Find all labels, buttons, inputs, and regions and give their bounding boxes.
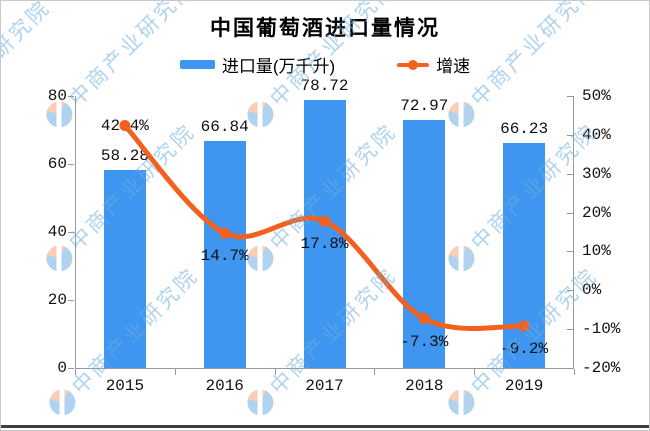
x-axis-tick bbox=[474, 369, 476, 375]
bar-value-label: 66.23 bbox=[500, 119, 549, 138]
bar-value-label: 78.72 bbox=[300, 77, 349, 96]
y-axis-left-line bbox=[75, 96, 76, 369]
y-axis-left-tick bbox=[68, 96, 74, 97]
y-axis-right-tick-label: 10% bbox=[582, 242, 611, 261]
y-axis-left-tick-label: 80 bbox=[47, 87, 67, 105]
y-axis-right-tick-label: 30% bbox=[582, 164, 611, 183]
legend-label-import-volume: 进口量(万千升) bbox=[221, 57, 336, 76]
x-axis-category-label: 2019 bbox=[504, 377, 544, 395]
brand-logo-icon bbox=[443, 384, 480, 421]
bar-2016 bbox=[203, 140, 246, 368]
y-axis-left-tick bbox=[68, 164, 74, 165]
y-axis-left-tick bbox=[68, 300, 74, 301]
x-axis-category-label: 2017 bbox=[305, 377, 344, 395]
y-axis-right-tick-label: 50% bbox=[582, 87, 611, 105]
line-point-label: -9.2% bbox=[500, 340, 549, 359]
legend-label-growth-rate: 增速 bbox=[436, 57, 471, 76]
plot-area: 58.2866.8478.7272.9766.2342.4%14.7%17.8%… bbox=[68, 78, 575, 375]
y-axis-right-tick-label: -20% bbox=[582, 359, 621, 377]
y-axis-right-tick bbox=[567, 134, 573, 136]
y-axis-right-tick bbox=[567, 173, 573, 175]
legend-item-import-volume: 进口量(万千升) bbox=[179, 52, 336, 77]
y-axis-right-tick-label: 40% bbox=[582, 125, 611, 144]
y-axis-right-tick bbox=[567, 212, 573, 214]
y-axis-right-tick-label: -10% bbox=[582, 320, 621, 339]
y-axis-right-tick-label: 20% bbox=[582, 203, 611, 222]
y-axis-right-tick bbox=[567, 329, 573, 331]
y-axis-left-tick bbox=[68, 368, 74, 369]
line-swatch-icon bbox=[397, 59, 430, 70]
y-axis-right-line bbox=[573, 96, 574, 369]
line-dot-icon bbox=[408, 59, 419, 70]
bar-2015 bbox=[103, 169, 146, 368]
line-point-label: 17.8% bbox=[300, 235, 349, 254]
y-axis-left-tick-label: 20 bbox=[47, 291, 67, 309]
legend: 进口量(万千升) 增速 bbox=[1, 52, 649, 77]
y-axis-left-tick bbox=[68, 232, 74, 233]
bar-value-label: 58.28 bbox=[100, 146, 149, 165]
x-axis-tick bbox=[174, 369, 176, 375]
x-axis-category-label: 2016 bbox=[205, 377, 244, 395]
bar-2017 bbox=[303, 100, 346, 368]
brand-logo-icon bbox=[242, 384, 279, 421]
y-axis-left-tick-label: 40 bbox=[47, 223, 67, 241]
y-axis-left-tick-label: 0 bbox=[57, 359, 67, 377]
x-axis-tick bbox=[374, 369, 376, 375]
legend-item-growth-rate: 增速 bbox=[397, 52, 470, 77]
line-point-label: 14.7% bbox=[200, 247, 249, 266]
x-axis-tick bbox=[574, 369, 575, 375]
growth-line bbox=[119, 120, 530, 332]
y-axis-right-tick-label: 0% bbox=[582, 281, 602, 300]
x-axis-tick bbox=[75, 369, 76, 375]
bar-value-label: 66.84 bbox=[200, 117, 249, 136]
chart-title: 中国葡萄酒进口量情况 bbox=[210, 16, 440, 40]
x-axis-category-label: 2015 bbox=[105, 377, 145, 395]
x-axis-tick bbox=[274, 369, 276, 375]
brand-logo-icon bbox=[41, 240, 78, 277]
bar-swatch-icon bbox=[179, 60, 215, 69]
y-axis-left-tick-label: 60 bbox=[47, 155, 67, 173]
y-axis-right-tick bbox=[567, 368, 573, 369]
y-axis-right-tick bbox=[567, 96, 573, 97]
line-point-label: -7.3% bbox=[400, 332, 449, 351]
bottom-divider bbox=[1, 425, 649, 428]
x-axis-line bbox=[75, 368, 574, 369]
bar-value-label: 72.97 bbox=[400, 96, 449, 115]
x-axis-category-label: 2018 bbox=[405, 377, 444, 395]
brand-logo-icon bbox=[44, 384, 81, 421]
y-axis-right-tick bbox=[567, 251, 573, 253]
y-axis-right-tick bbox=[567, 290, 573, 292]
